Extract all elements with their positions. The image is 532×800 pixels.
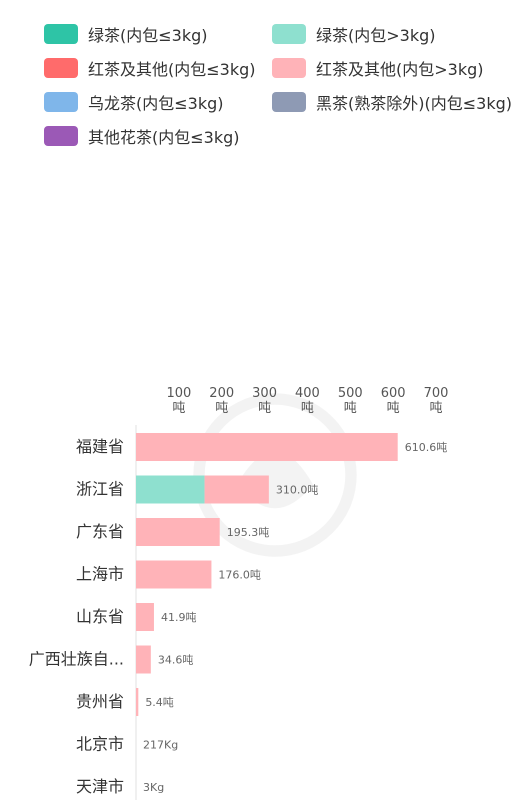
legend-swatch xyxy=(272,92,306,112)
category-label: 广西壮族自... xyxy=(29,650,124,669)
legend-item[interactable]: 红茶及其他(内包>3kg) xyxy=(272,56,484,80)
bar-segment xyxy=(136,560,212,589)
value-label: 5.4吨 xyxy=(145,696,174,709)
x-tick-label: 600 xyxy=(381,386,406,401)
bar-segment xyxy=(136,433,398,461)
value-label: 217Kg xyxy=(143,739,178,752)
legend-swatch xyxy=(272,24,306,44)
legend-label: 黑茶(熟茶除外)(内包≤3kg) xyxy=(316,94,512,113)
legend-label: 其他花茶(内包≤3kg) xyxy=(88,128,240,147)
value-label: 310.0吨 xyxy=(276,484,319,497)
bar-segment xyxy=(136,688,139,716)
x-tick-label: 700 xyxy=(424,386,449,401)
legend-swatch xyxy=(44,58,78,78)
bar-segment xyxy=(136,518,220,546)
legend-label: 绿茶(内包≤3kg) xyxy=(88,26,208,45)
bar-segment xyxy=(204,475,269,504)
x-tick-unit: 吨 xyxy=(430,401,443,416)
value-label: 610.6吨 xyxy=(405,441,448,454)
x-tick-label: 200 xyxy=(209,386,234,401)
legend-item[interactable]: 乌龙茶(内包≤3kg) xyxy=(44,90,224,114)
x-tick-unit: 吨 xyxy=(301,401,314,416)
legend-label: 红茶及其他(内包>3kg) xyxy=(316,60,484,79)
category-label: 浙江省 xyxy=(76,480,124,499)
legend-swatch xyxy=(44,92,78,112)
x-tick-label: 300 xyxy=(252,386,277,401)
x-tick-unit: 吨 xyxy=(344,401,357,416)
bar-segment xyxy=(136,475,205,504)
category-label: 山东省 xyxy=(76,607,124,626)
legend-label: 红茶及其他(内包≤3kg) xyxy=(88,60,256,79)
x-tick-unit: 吨 xyxy=(215,401,228,416)
bar-segment xyxy=(136,645,151,674)
legend-item[interactable]: 绿茶(内包>3kg) xyxy=(272,22,436,46)
legend-label: 绿茶(内包>3kg) xyxy=(316,26,436,45)
legend-swatch xyxy=(44,24,78,44)
x-tick-unit: 吨 xyxy=(172,401,185,416)
x-tick-label: 500 xyxy=(338,386,363,401)
legend-item[interactable]: 黑茶(熟茶除外)(内包≤3kg) xyxy=(272,90,512,114)
legend-item[interactable]: 绿茶(内包≤3kg) xyxy=(44,22,208,46)
legend-label: 乌龙茶(内包≤3kg) xyxy=(88,94,224,113)
legend-item[interactable]: 红茶及其他(内包≤3kg) xyxy=(44,56,256,80)
value-label: 41.9吨 xyxy=(161,611,197,624)
legend-swatch xyxy=(44,126,78,146)
category-label: 贵州省 xyxy=(76,692,124,711)
x-tick-unit: 吨 xyxy=(258,401,271,416)
value-label: 176.0吨 xyxy=(218,569,261,582)
category-label: 上海市 xyxy=(76,565,124,584)
category-label: 天津市 xyxy=(76,777,124,796)
category-label: 福建省 xyxy=(76,437,124,456)
value-label: 195.3吨 xyxy=(227,526,269,539)
x-tick-label: 100 xyxy=(166,386,191,401)
bar-segment xyxy=(136,603,154,631)
legend-swatch xyxy=(272,58,306,78)
value-label: 34.6吨 xyxy=(158,654,194,667)
x-tick-unit: 吨 xyxy=(387,401,400,416)
value-label: 3Kg xyxy=(143,781,164,794)
category-label: 广东省 xyxy=(76,522,124,541)
legend-item[interactable]: 其他花茶(内包≤3kg) xyxy=(44,124,240,148)
category-label: 北京市 xyxy=(76,735,124,754)
x-tick-label: 400 xyxy=(295,386,320,401)
